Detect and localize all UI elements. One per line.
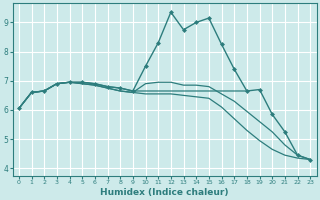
X-axis label: Humidex (Indice chaleur): Humidex (Indice chaleur): [100, 188, 229, 197]
